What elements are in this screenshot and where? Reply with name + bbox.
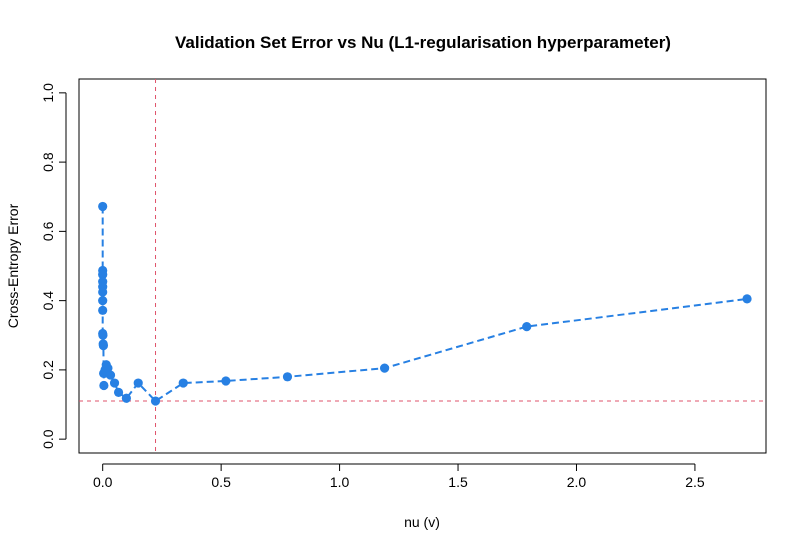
y-tick-label: 1.0 xyxy=(40,83,56,103)
data-point xyxy=(98,287,108,297)
data-point xyxy=(98,270,108,280)
x-tick-label: 0.5 xyxy=(211,474,231,490)
data-point xyxy=(522,322,532,332)
data-point xyxy=(99,380,109,391)
y-tick-label: 0.0 xyxy=(40,429,56,449)
y-tick-label: 0.2 xyxy=(40,360,56,380)
data-point xyxy=(98,330,108,340)
data-point xyxy=(109,378,120,388)
data-point xyxy=(98,341,109,351)
x-tick-label: 0.0 xyxy=(93,474,113,490)
y-axis: 0.0 0.2 0.4 0.6 0.8 1.0 xyxy=(40,83,67,449)
chart-title: Validation Set Error vs Nu (L1-regularis… xyxy=(175,33,671,52)
x-tick-label: 2.0 xyxy=(567,474,587,490)
x-tick-label: 2.5 xyxy=(685,474,705,490)
y-tick-label: 0.4 xyxy=(40,291,56,311)
data-point xyxy=(150,396,161,406)
x-axis-label: nu (v) xyxy=(404,514,440,530)
data-point xyxy=(121,393,131,403)
data-point xyxy=(98,305,108,315)
data-point xyxy=(742,294,752,304)
data-point xyxy=(221,376,231,386)
data-point xyxy=(113,387,124,397)
series-line-group xyxy=(101,206,748,403)
plot-frame xyxy=(78,78,767,454)
data-point xyxy=(379,363,390,373)
data-point xyxy=(98,201,108,212)
reference-lines xyxy=(79,79,766,453)
data-point xyxy=(133,378,143,388)
y-tick-label: 0.6 xyxy=(40,221,56,241)
data-points xyxy=(98,201,752,406)
data-point xyxy=(103,363,113,373)
data-point xyxy=(105,370,116,380)
x-tick-label: 1.0 xyxy=(330,474,350,490)
y-tick-label: 0.8 xyxy=(40,152,56,172)
data-point xyxy=(98,296,108,306)
series-line xyxy=(101,206,748,403)
x-axis: 0.0 0.5 1.0 1.5 2.0 2.5 xyxy=(93,463,705,490)
data-point xyxy=(178,378,188,388)
x-tick-label: 1.5 xyxy=(448,474,468,490)
data-point xyxy=(282,372,293,382)
y-axis-label: Cross-Entropy Error xyxy=(5,203,21,328)
